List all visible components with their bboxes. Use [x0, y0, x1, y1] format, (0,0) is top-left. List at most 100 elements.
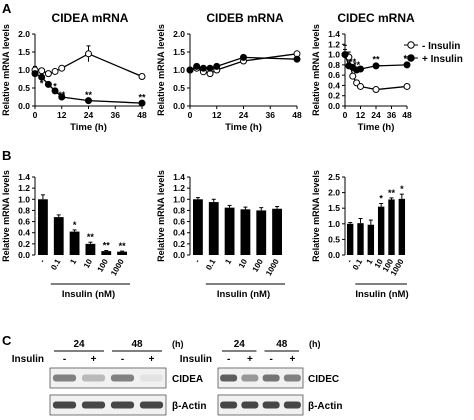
significance-label: ** — [403, 54, 411, 64]
y-tick-label: 1.5 — [328, 203, 340, 213]
timepoint-label: 48 — [131, 339, 143, 350]
category-label: 1 — [68, 257, 78, 266]
x-tick-label: 48 — [402, 110, 412, 120]
x-tick-label: 36 — [387, 110, 397, 120]
y-tick-label: 1.0 — [18, 65, 30, 75]
x-tick-label: 36 — [266, 110, 276, 120]
x-tick-label: 24 — [84, 110, 94, 120]
point-minus-insulin — [349, 72, 357, 80]
insulin-row-label: Insulin — [12, 354, 44, 365]
x-tick-label: 0 — [33, 110, 38, 120]
y-tick-label: 0.5 — [18, 83, 30, 93]
y-axis-label: Relative mRNA levels — [311, 170, 321, 262]
y-tick-label: 0.5 — [173, 83, 185, 93]
point-minus-insulin — [58, 64, 66, 72]
y-tick-label: 0.2 — [173, 239, 185, 249]
point-minus-insulin — [85, 50, 92, 58]
point-plus-insulin — [193, 62, 201, 70]
point-plus-insulin — [51, 87, 59, 95]
bar — [53, 217, 64, 255]
significance-label: ** — [349, 57, 357, 67]
category-label: 1 — [365, 257, 375, 266]
protein-label: CIDEC — [308, 374, 339, 385]
y-axis-label: Relative mRNA levels — [156, 170, 166, 262]
x-tick-label: 24 — [371, 110, 381, 120]
blot-strip — [217, 394, 304, 416]
y-tick-label: 0.6 — [173, 217, 185, 227]
significance-label: ** — [58, 90, 66, 100]
significance-label: * — [73, 220, 77, 230]
legend: - Insulin + Insulin — [404, 41, 463, 65]
y-tick-label: 1.2 — [328, 39, 340, 49]
y-tick-label: 0.4 — [18, 228, 30, 238]
bar — [240, 209, 251, 255]
y-axis-label: Relative mRNA levels — [156, 24, 166, 116]
band — [110, 374, 135, 382]
category-label: 10 — [82, 257, 95, 270]
point-plus-insulin — [240, 53, 247, 61]
x-axis-label: Time (h) — [70, 122, 107, 133]
y-tick-label: 0.8 — [328, 60, 340, 70]
point-plus-insulin — [199, 64, 207, 72]
category-label: 100 — [251, 257, 266, 274]
chart-cidec-dose: 0.0 0.5 1.0 1.5 2.0 2.5 Relative mRNA levels -0… — [311, 170, 409, 300]
point-plus-insulin — [206, 64, 214, 72]
protein-label: CIDEA — [172, 374, 203, 385]
bar — [272, 208, 282, 255]
y-tick-label: 1.0 — [328, 50, 340, 60]
band — [283, 401, 301, 409]
significance-label: ** — [372, 55, 380, 65]
band — [52, 401, 77, 409]
significance-label: ** — [103, 241, 111, 251]
blot-strip — [217, 367, 304, 389]
bar — [224, 207, 235, 255]
treatment-sign: - — [269, 354, 272, 365]
y-tick-label: 0.0 — [173, 250, 185, 260]
y-tick-label: 1.4 — [328, 29, 340, 39]
bar — [85, 243, 96, 255]
significance-label: * — [40, 79, 44, 89]
chart-cidec-time: CIDEC mRNA 0.00.20.40.60.81.01.21.4 Relati… — [311, 11, 415, 133]
x-axis-label: Insulin (nM) — [355, 289, 408, 300]
y-tick-label: 0.5 — [328, 234, 340, 244]
hours-unit: (h) — [172, 339, 184, 349]
band — [241, 401, 259, 409]
treatment-sign: - — [121, 354, 124, 365]
x-tick-label: 0 — [343, 110, 348, 120]
band — [262, 401, 280, 409]
y-tick-label: 0.0 — [328, 250, 340, 260]
significance-label: ** — [119, 241, 127, 251]
point-minus-insulin — [38, 67, 46, 75]
point-plus-insulin — [38, 73, 46, 81]
band — [283, 374, 301, 382]
bar — [117, 251, 127, 255]
y-tick-label: 1.4 — [18, 172, 30, 182]
category-label: 0.1 — [204, 257, 218, 272]
category-label: - — [345, 257, 354, 264]
treatment-sign: + — [289, 354, 295, 365]
point-minus-insulin — [44, 70, 52, 78]
timepoint-label: 24 — [234, 339, 246, 350]
category-label: 1000 — [109, 257, 126, 277]
legend-filled-marker — [407, 54, 415, 62]
y-axis-label: Relative mRNA levels — [1, 170, 11, 262]
bar — [38, 199, 48, 255]
treatment-sign: - — [63, 354, 66, 365]
x-tick-label: 12 — [57, 110, 67, 120]
band — [220, 401, 238, 409]
y-tick-label: 2.5 — [328, 172, 340, 182]
y-tick-label: 0.0 — [18, 250, 30, 260]
significance-label: * — [379, 194, 383, 204]
significance-label: * — [47, 82, 51, 92]
insulin-row-label: Insulin — [180, 354, 212, 365]
point-minus-insulin — [51, 67, 59, 75]
y-tick-label: 0.6 — [328, 70, 340, 80]
treatment-sign: - — [227, 354, 230, 365]
y-tick-label: 0.0 — [173, 101, 185, 111]
y-axis-label: Relative mRNA levels — [311, 24, 321, 116]
category-label: 1 — [223, 257, 233, 266]
hours-unit: (h) — [309, 339, 321, 349]
category-label: - — [193, 257, 202, 264]
y-tick-label: 0.8 — [18, 205, 30, 215]
